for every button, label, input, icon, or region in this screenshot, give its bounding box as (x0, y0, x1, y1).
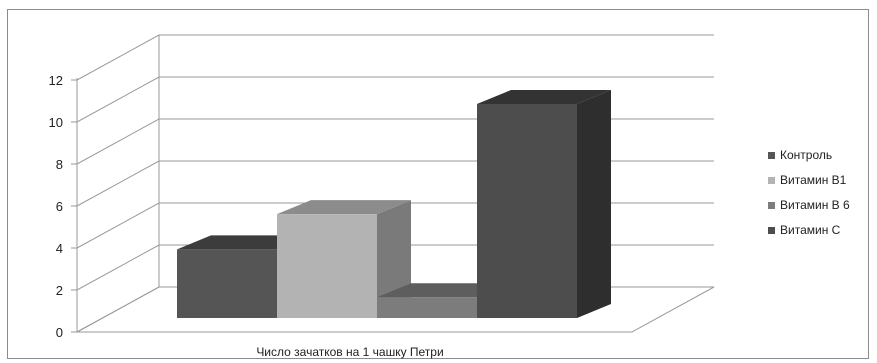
bar-side (577, 90, 611, 318)
x-axis: Число зачатков на 1 чашку Петри (256, 345, 443, 359)
legend-item: Контроль (768, 148, 832, 162)
bar (477, 90, 611, 318)
bar-front (177, 249, 277, 318)
y-tick-label: 10 (49, 115, 63, 130)
gridline (76, 118, 714, 165)
bar-top (477, 90, 611, 104)
legend-item: Витамин В1 (768, 173, 847, 187)
chart-frame (7, 9, 869, 359)
y-tick-label: 4 (56, 241, 63, 256)
y-tick-label: 2 (56, 283, 63, 298)
legend-label: Витамин С (780, 223, 841, 237)
gridline (76, 160, 714, 207)
bar-top (277, 200, 411, 215)
legend-swatch (768, 177, 775, 184)
bars (177, 90, 611, 318)
legend-item: Витамин В 6 (768, 198, 850, 212)
bar-front (477, 104, 577, 318)
legend-label: Витамин В1 (780, 173, 847, 187)
legend-label: Витамин В 6 (780, 198, 850, 212)
legend: Контроль Витамин В1 Витамин В 6 Витамин С (768, 148, 850, 237)
y-tick-label: 6 (56, 199, 63, 214)
legend-swatch (768, 152, 775, 159)
y-tick-label: 0 (56, 325, 63, 340)
legend-label: Контроль (780, 148, 832, 162)
legend-item: Витамин С (768, 223, 841, 237)
gridline (76, 76, 714, 123)
bar-front (377, 297, 477, 318)
gridline (76, 34, 714, 81)
legend-swatch (768, 227, 775, 234)
bar-front (277, 214, 377, 318)
y-tick-label: 12 (49, 73, 63, 88)
y-axis: 0 2 4 6 8 10 12 (49, 73, 77, 340)
legend-swatch (768, 202, 775, 209)
category-label: Число зачатков на 1 чашку Петри (256, 345, 443, 359)
y-tick-label: 8 (56, 157, 63, 172)
